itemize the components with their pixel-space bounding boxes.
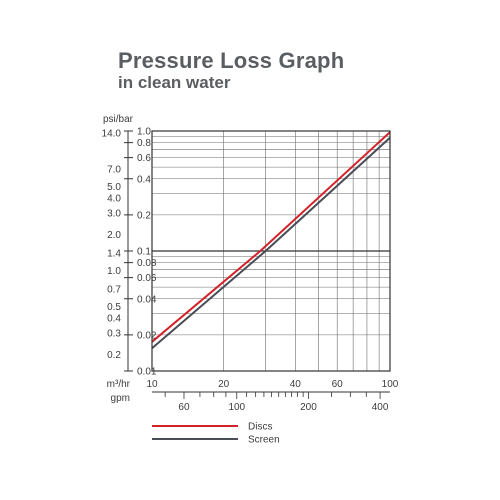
- bar-tick-label: 0.4: [137, 174, 151, 185]
- x-tick-label-m3hr: 20: [218, 379, 230, 390]
- series-line-discs: [151, 131, 391, 343]
- chart-title: Pressure Loss Graph: [118, 48, 345, 73]
- x-tick-label-gpm: 100: [228, 402, 245, 413]
- legend-label-discs: Discs: [248, 422, 272, 433]
- x-axis-title-gpm: gpm: [111, 393, 130, 404]
- bar-tick-label: 0.04: [137, 294, 157, 305]
- bar-tick-label: 1.0: [137, 127, 151, 138]
- bar-tick-label: 0.2: [137, 210, 151, 221]
- grid: [151, 130, 391, 372]
- series-line-screen: [151, 136, 391, 349]
- psi-tick-label: 3.0: [107, 209, 121, 220]
- bar-tick-label: 0.08: [137, 258, 157, 269]
- x-tick-label-m3hr: 10: [146, 379, 158, 390]
- x-axis-title-m3hr: m³/hr: [107, 379, 131, 390]
- x-tick-label-m3hr: 100: [382, 379, 399, 390]
- x-tick-label-gpm: 60: [178, 402, 190, 413]
- psi-tick-label: 0.7: [107, 284, 121, 295]
- bar-tick-label: 0.8: [137, 138, 151, 149]
- legend: Discs Screen: [152, 422, 280, 446]
- psi-tick-label: 5.0: [107, 182, 121, 193]
- psi-tick-label: 0.5: [107, 302, 121, 313]
- chart-subtitle: in clean water: [118, 73, 231, 92]
- bar-tick-label: 0.01: [137, 367, 157, 378]
- psi-tick-label: 4.0: [107, 194, 121, 205]
- x-tick-label-gpm: 400: [372, 402, 389, 413]
- bar-tick-label: 0.1: [137, 247, 151, 258]
- psi-tick-label: 0.4: [107, 314, 121, 325]
- x-tick-label-gpm: 200: [300, 402, 317, 413]
- psi-tick-label: 0.3: [107, 329, 121, 340]
- bar-tick-label: 0.06: [137, 273, 157, 284]
- bar-tick-label: 0.02: [137, 330, 157, 341]
- x-tick-label-m3hr: 60: [332, 379, 344, 390]
- series-lines: [151, 131, 391, 349]
- y-axis-title: psi/bar: [103, 114, 134, 125]
- psi-tick-label: 2.0: [107, 230, 121, 241]
- psi-tick-label: 1.0: [107, 266, 121, 277]
- psi-tick-label: 14.0: [102, 128, 122, 139]
- x-tick-label-m3hr: 40: [290, 379, 302, 390]
- psi-tick-label: 0.2: [107, 350, 121, 361]
- psi-tick-label: 1.4: [107, 248, 121, 259]
- psi-tick-label: 7.0: [107, 164, 121, 175]
- bar-tick-label: 0.6: [137, 153, 151, 164]
- plot-frame: [151, 130, 391, 372]
- axes: 1.00.80.60.40.20.10.080.060.040.020.0114…: [102, 114, 399, 413]
- legend-label-screen: Screen: [248, 435, 280, 446]
